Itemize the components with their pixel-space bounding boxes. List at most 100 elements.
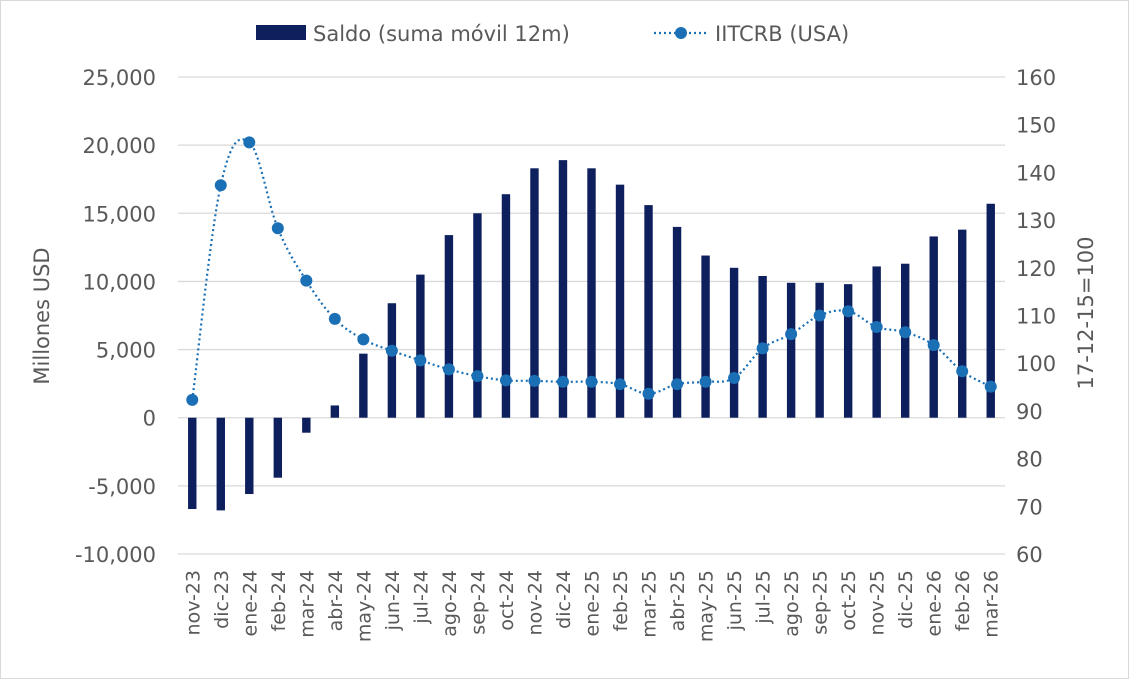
x-tick-label: ago-25 [781,570,803,637]
x-tick-label: may-25 [696,570,718,642]
line-point [300,274,313,287]
x-tick-label: ene-25 [582,570,604,636]
x-tick-label: sep-24 [467,570,489,635]
left-tick-label: 10,000 [83,270,156,294]
x-tick-label: may-24 [353,570,375,642]
right-tick-label: 160 [1016,66,1056,90]
bar [644,205,653,418]
line-point [785,328,798,341]
x-tick-label: nov-25 [867,570,889,635]
right-tick-label: 150 [1016,114,1056,138]
bar [330,405,340,418]
x-tick-label: jul-25 [753,570,775,625]
left-axis-ticks: -10,000 -5,000 0 5,000 10,000 15,000 20,000 25,… [75,66,156,567]
legend-bar-swatch [256,25,306,40]
bar-series [188,160,995,511]
line-point [614,378,627,391]
line-point [756,342,769,355]
line-point [214,179,227,192]
line-point [271,222,284,235]
bar [302,417,311,433]
line-point [956,365,969,378]
left-tick-label: 15,000 [83,202,156,226]
right-tick-label: 70 [1016,495,1043,519]
bar [444,235,454,418]
x-tick-label: jul-24 [410,570,432,625]
bar [615,184,625,418]
x-tick-label: abr-24 [325,570,347,631]
bar [929,236,938,418]
right-tick-label: 60 [1016,543,1043,567]
line-point [842,305,855,318]
x-tick-label: jun-25 [724,570,746,631]
bar [843,284,853,418]
bar [530,168,539,418]
line-point [471,370,484,383]
left-axis-title: Millones USD [30,247,54,384]
x-tick-label: feb-26 [952,570,974,631]
x-tick-label: ene-26 [924,570,946,636]
x-tick-label: dic-24 [553,570,575,629]
right-tick-label: 110 [1016,305,1056,329]
x-tick-label: oct-25 [838,570,860,631]
line-point [899,326,912,339]
bar [558,160,568,418]
right-tick-label: 120 [1016,257,1056,281]
line-point [414,354,427,367]
bar [958,229,967,418]
right-axis-title: 17-12-15=100 [1074,237,1098,390]
line-point [357,333,370,346]
bar [473,213,482,418]
bar [188,417,197,510]
x-tick-label: dic-25 [895,570,917,629]
x-tick-label: feb-25 [610,570,632,631]
line-point [699,375,712,388]
left-tick-label: 0 [143,407,156,431]
line-point [870,320,883,333]
legend: Saldo (suma móvil 12m) IITCRB (USA) [256,22,849,46]
line-point [585,375,598,388]
line-point [385,344,398,357]
left-tick-label: 25,000 [83,66,156,90]
line-point [556,375,569,388]
line-point [984,380,997,393]
bar [900,263,910,418]
bar [587,168,596,418]
bar [245,417,254,495]
bar [872,266,881,418]
right-tick-label: 90 [1016,400,1043,424]
left-tick-label: -5,000 [88,475,156,499]
left-tick-label: 20,000 [83,134,156,158]
x-tick-label: mar-24 [296,570,318,638]
bar [216,417,225,511]
line-point [642,387,655,400]
line-point [528,374,541,387]
x-tick-label: ene-24 [239,570,261,636]
x-tick-label: mar-26 [981,570,1003,638]
x-tick-label: sep-25 [810,570,832,635]
legend-line-label: IITCRB (USA) [715,22,849,46]
legend-bar-label: Saldo (suma móvil 12m) [313,22,570,46]
line-series [186,136,997,406]
right-tick-label: 140 [1016,161,1056,185]
right-axis-ticks: 60 70 80 90 100 110 120 130 140 150 160 [1016,66,1056,567]
x-tick-label: mar-25 [639,570,661,638]
bar [501,194,511,418]
x-axis-ticks: nov-23 dic-23 ene-24 feb-24 mar-24 abr-24 may-… [182,570,1002,642]
line-point [813,309,826,322]
bar [359,353,368,418]
bar [815,282,824,418]
right-tick-label: 80 [1016,448,1043,472]
left-tick-label: 5,000 [96,339,156,363]
x-tick-label: jun-24 [382,570,404,631]
legend-line-marker [675,27,687,39]
line-point [927,339,940,352]
x-tick-label: oct-24 [496,570,518,631]
bar [387,303,397,418]
right-tick-label: 100 [1016,352,1056,376]
line-point [243,136,256,149]
x-tick-label: ago-24 [439,570,461,637]
line-point [499,374,512,387]
bar [672,226,682,418]
